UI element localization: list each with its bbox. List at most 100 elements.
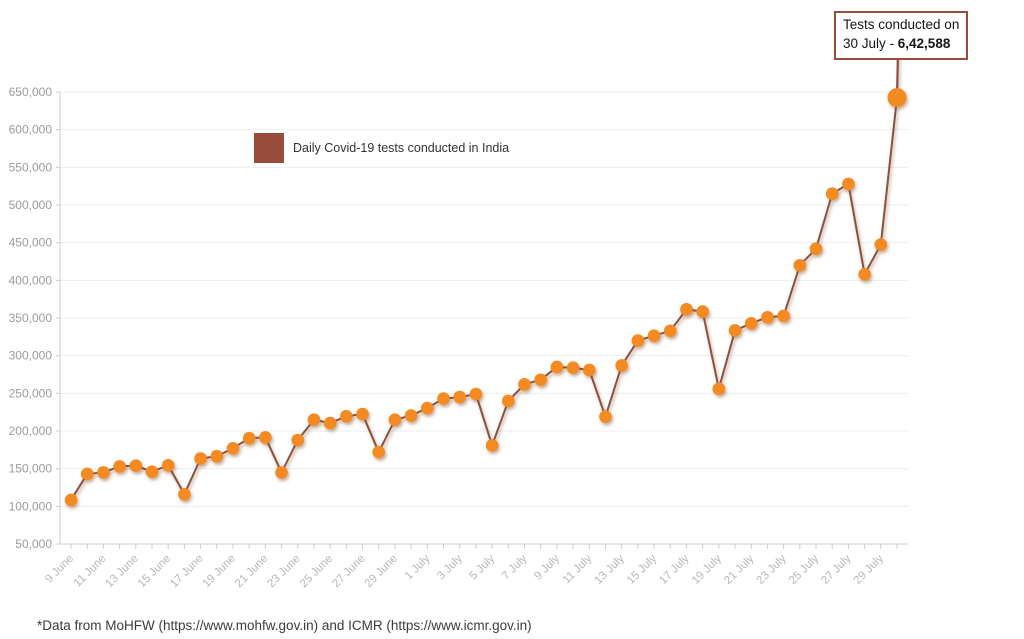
data-point: [712, 382, 726, 396]
y-tick-label: 600,000: [9, 123, 53, 137]
y-tick-label: 300,000: [9, 349, 53, 363]
data-point: [242, 431, 256, 445]
y-tick-label: 550,000: [9, 160, 53, 174]
series-line: [70, 96, 898, 501]
x-tick-label: 23 July: [754, 552, 788, 586]
x-tick-label: 17 June: [168, 553, 205, 590]
y-tick-label: 100,000: [9, 499, 53, 513]
data-point: [696, 305, 709, 318]
y-tick-label: 500,000: [9, 198, 53, 212]
annotation-line2-prefix: 30 July -: [843, 35, 898, 51]
data-point: [145, 465, 159, 478]
data-point: [501, 394, 515, 408]
annotation-callout: Tests conducted on 30 July - 6,42,588: [834, 11, 969, 60]
data-point: [744, 316, 758, 330]
data-point: [97, 466, 110, 479]
data-point: [518, 377, 531, 391]
x-tick-label: 27 July: [819, 552, 853, 586]
data-point: [161, 458, 175, 472]
annotation-line1: Tests conducted on: [843, 17, 960, 32]
data-point: [566, 361, 580, 375]
x-tick-label: 3 July: [435, 552, 465, 582]
legend-label: Daily Covid-19 tests conducted in India: [293, 141, 510, 155]
data-point: [680, 303, 693, 316]
data-point: [323, 416, 337, 430]
data-point: [793, 258, 807, 272]
data-point: [809, 242, 823, 255]
data-point: [80, 467, 94, 481]
data-point: [582, 363, 596, 377]
x-tick-label: 23 June: [265, 553, 302, 590]
gridlines-group: [60, 91, 908, 507]
data-point: [761, 310, 774, 324]
highlighted-data-point: [887, 88, 907, 108]
data-point: [453, 390, 467, 404]
data-point: [437, 392, 450, 405]
data-point: [421, 401, 434, 415]
data-point: [388, 413, 402, 427]
y-tick-label: 200,000: [9, 424, 53, 438]
data-point: [858, 268, 871, 281]
y-tick-label: 650,000: [9, 85, 53, 99]
data-point: [485, 439, 499, 452]
legend: Daily Covid-19 tests conducted in India: [254, 133, 509, 163]
data-point: [404, 409, 418, 422]
data-point: [647, 329, 661, 343]
x-tick-label: 19 July: [690, 552, 724, 586]
x-tick-label: 19 June: [201, 553, 238, 590]
series-group: [64, 51, 907, 507]
data-point: [226, 442, 240, 455]
data-point: [210, 449, 224, 463]
y-tick-label: 450,000: [9, 236, 53, 250]
data-point: [356, 407, 369, 421]
x-tick-label: 13 July: [593, 552, 627, 586]
data-point: [631, 334, 645, 347]
x-tick-label: 13 June: [103, 553, 140, 590]
data-point: [874, 238, 888, 251]
x-tick-label: 21 June: [233, 553, 270, 590]
data-point: [113, 460, 126, 473]
x-tick-label: 21 July: [722, 552, 756, 586]
data-point: [64, 493, 78, 507]
data-point: [842, 177, 855, 191]
data-point: [663, 324, 677, 338]
data-point: [372, 445, 386, 459]
data-point: [178, 487, 191, 501]
x-tick-label: 1 July: [403, 552, 433, 582]
data-point: [275, 466, 288, 479]
data-point: [469, 387, 483, 401]
data-point: [777, 309, 790, 323]
footnote: *Data from MoHFW (https://www.mohfw.gov.…: [37, 618, 532, 633]
data-point: [728, 324, 742, 337]
x-tick-label: 25 June: [298, 553, 335, 590]
data-point: [340, 410, 353, 423]
legend-swatch: [254, 133, 284, 163]
y-tick-label: 250,000: [9, 386, 53, 400]
data-point: [615, 359, 628, 372]
x-tick-label: 11 June: [72, 553, 109, 590]
x-tick-label: 27 June: [330, 553, 367, 590]
data-point: [259, 431, 272, 444]
y-tick-label: 50,000: [15, 537, 52, 551]
x-tick-label: 25 July: [787, 552, 821, 586]
x-tick-label: 11 July: [561, 552, 595, 586]
data-point: [307, 413, 321, 427]
data-point: [194, 452, 207, 465]
y-tick-label: 350,000: [9, 311, 53, 325]
data-point: [599, 410, 612, 423]
x-tick-label: 9 July: [532, 552, 562, 582]
axes-group: [56, 91, 908, 549]
y-tick-label: 150,000: [9, 462, 53, 476]
x-tick-label: 17 July: [657, 552, 691, 586]
x-tick-label: 5 July: [467, 552, 497, 582]
data-point: [291, 433, 305, 447]
x-tick-label: 29 June: [363, 553, 400, 590]
x-tick-label: 29 July: [852, 552, 886, 586]
annotation-value: 6,42,588: [897, 35, 951, 51]
x-tick-label: 15 July: [625, 552, 659, 586]
data-point: [129, 459, 143, 472]
data-point: [550, 360, 564, 374]
x-tick-label: 15 June: [136, 553, 173, 590]
